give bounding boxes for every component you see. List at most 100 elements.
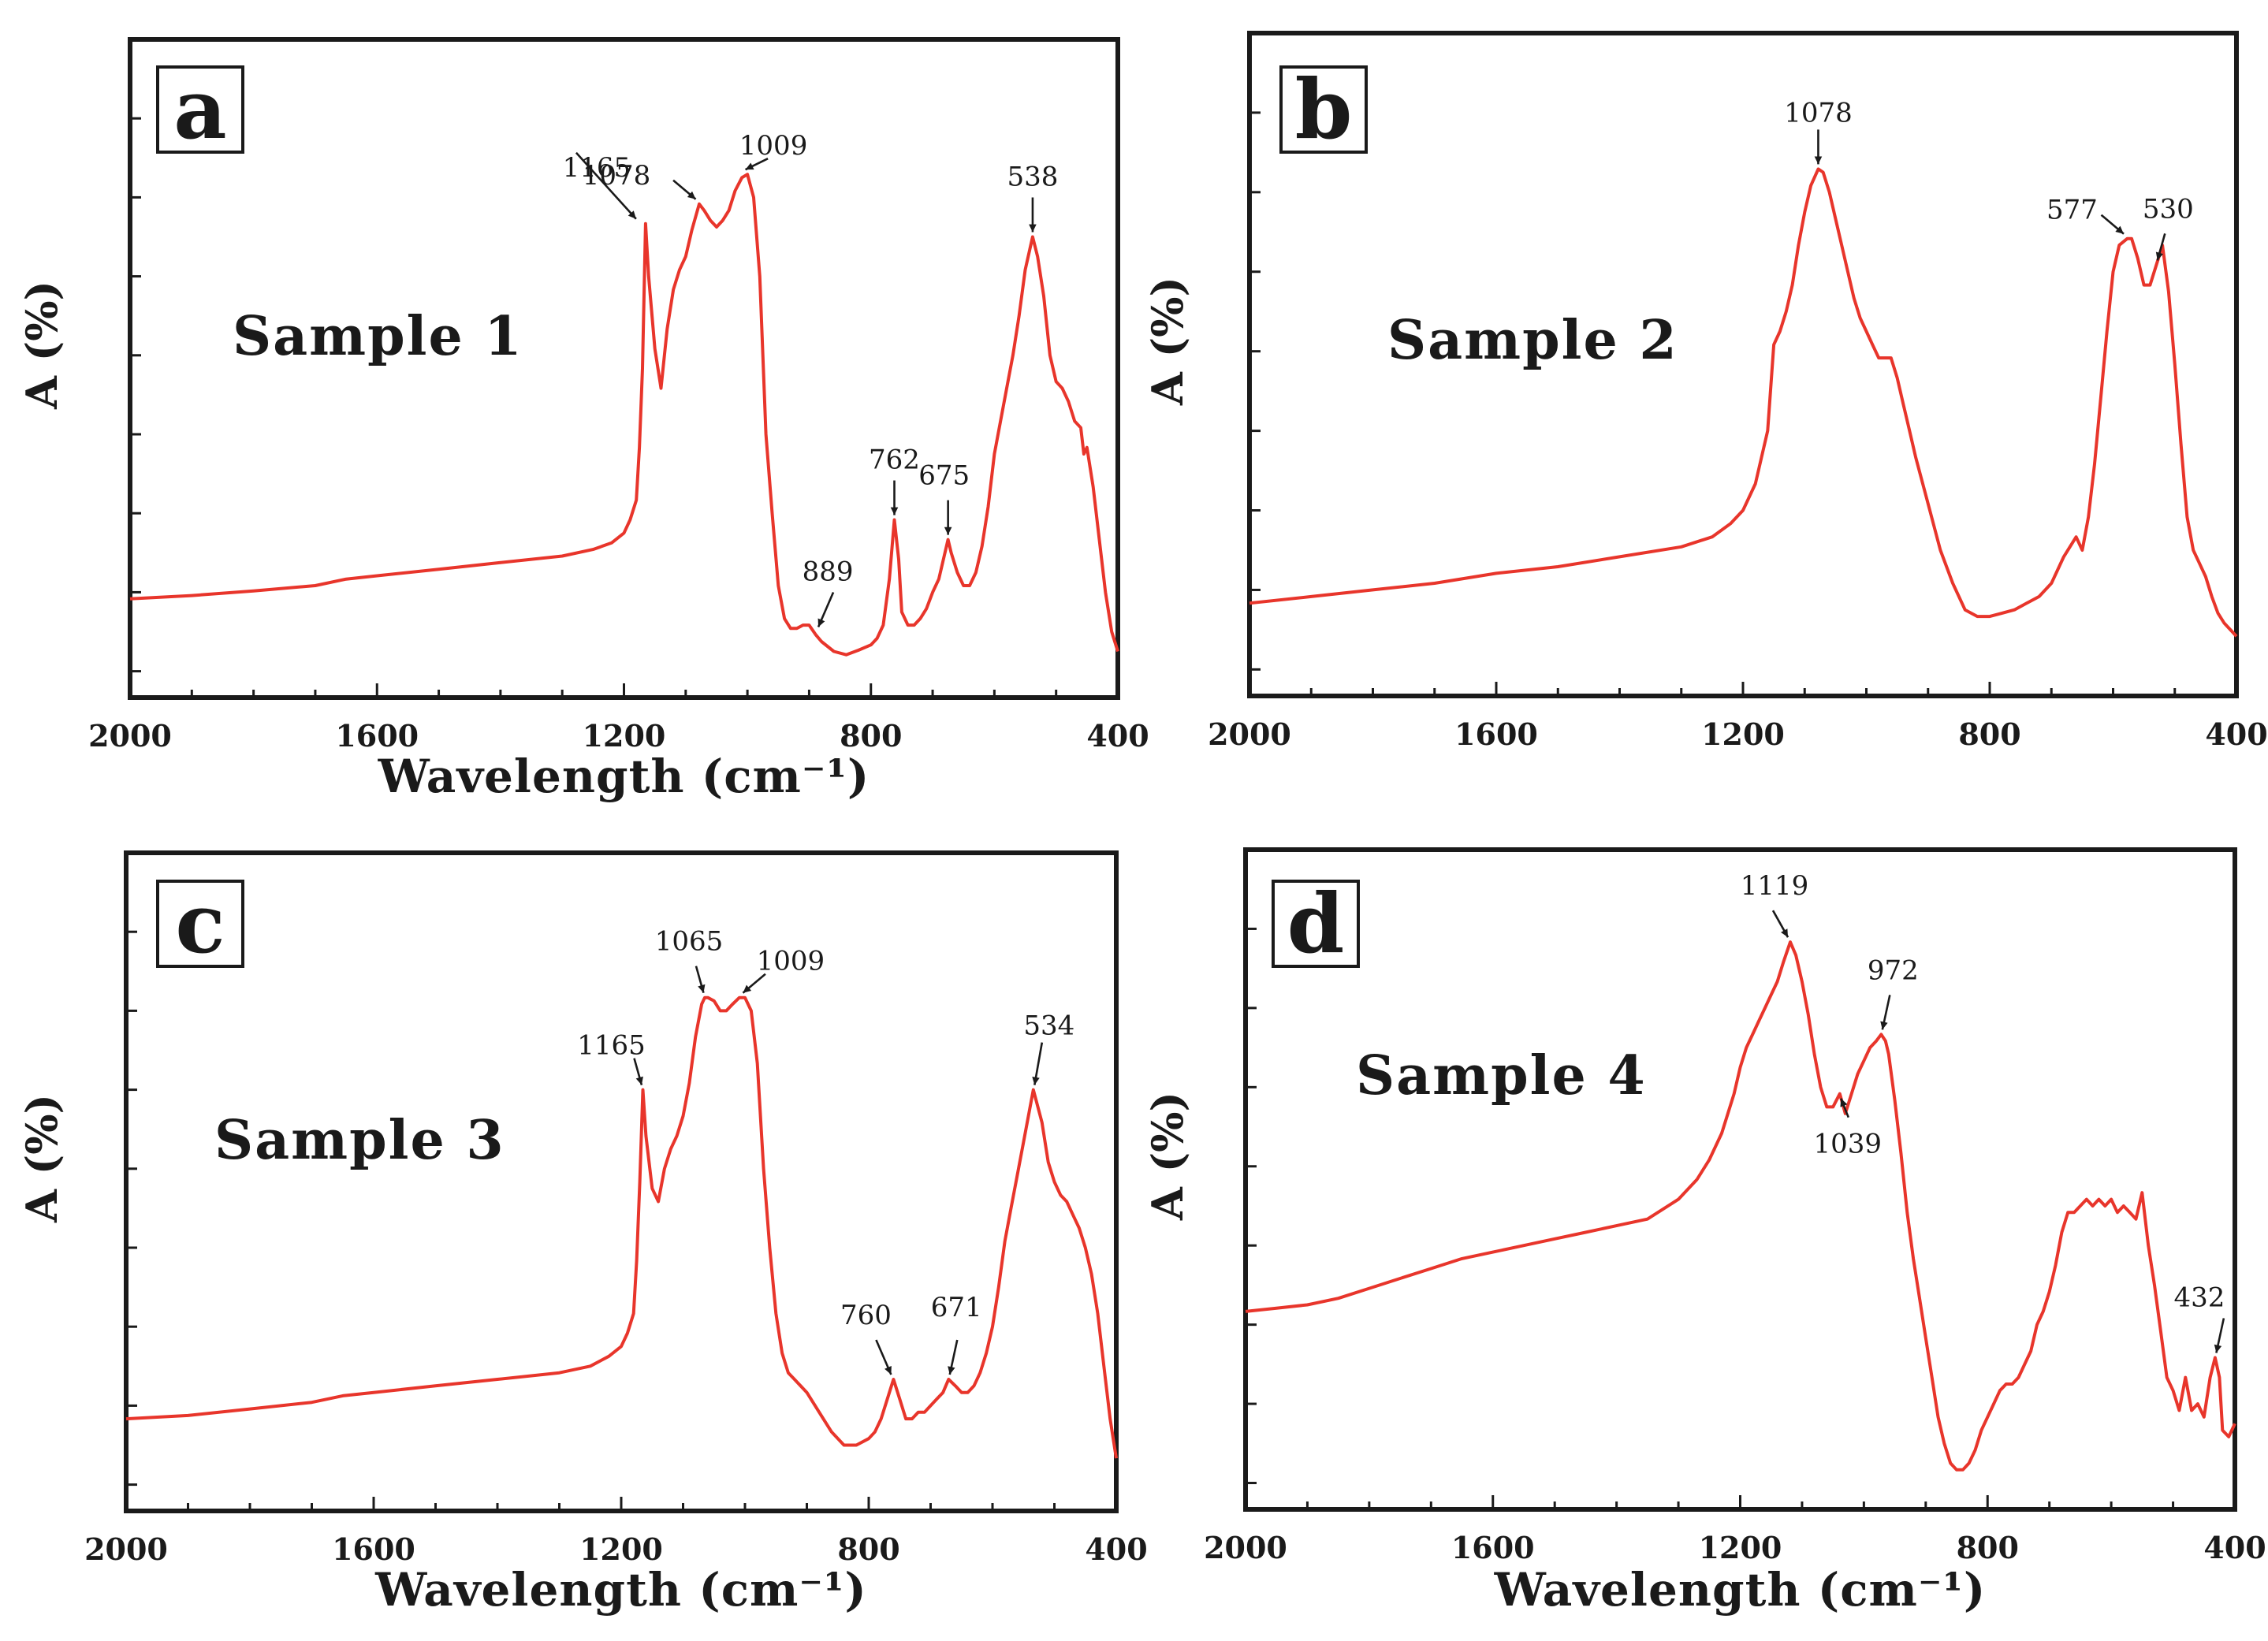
annotation-arrowhead: [1029, 224, 1037, 233]
panel-c: 2000 1600 1200 800 400 c Sample 3 A (%) Waveleng…: [17, 850, 1148, 1617]
spectrum-line-c: [125, 995, 1118, 1459]
peak-annotation: 1165: [563, 151, 637, 220]
annotation-label: 534: [1023, 1010, 1074, 1042]
annotation-arrowhead: [1781, 928, 1789, 938]
x-axis-label: Wavelength (cm⁻¹): [374, 1563, 867, 1617]
annotation-arrowhead: [944, 527, 952, 535]
annotation-arrowhead: [884, 1366, 892, 1375]
annotation-label: 1009: [739, 130, 808, 162]
x-tick-label: 1600: [1454, 716, 1538, 752]
annotation-label: 530: [2143, 193, 2194, 225]
annotation-arrowhead: [698, 984, 706, 993]
x-tick-label: 2000: [88, 718, 172, 754]
peak-annotation: 432: [2173, 1282, 2225, 1353]
x-axis-label: Wavelength (cm⁻¹): [378, 750, 870, 803]
peak-annotation: 889: [803, 556, 854, 628]
panel-letter: d: [1287, 875, 1345, 972]
peak-annotation: 1039: [1814, 1098, 1883, 1160]
annotation-label: 671: [931, 1292, 982, 1323]
panel-b: 2000 1600 1200 800 400 b Sample 2 A (%) 1078 577 5…: [1142, 31, 2268, 752]
peak-annotation: 760: [840, 1300, 892, 1375]
annotation-arrowhead: [743, 984, 752, 993]
peak-annotation: 534: [1023, 1010, 1074, 1085]
x-tick-label: 800: [1957, 1530, 2019, 1565]
annotation-label: 972: [1868, 954, 1919, 986]
x-tick-label: 1200: [583, 718, 666, 754]
x-tick-label: 800: [837, 1531, 899, 1567]
annotation-arrowhead: [1840, 1098, 1848, 1107]
panel-d: 2000 1600 1200 800 400 d Sample 4 A (%) Waveleng…: [1142, 847, 2266, 1617]
annotation-arrowhead: [635, 1076, 643, 1085]
annotation-label: 760: [840, 1300, 892, 1331]
annotation-label: 762: [869, 445, 920, 476]
peak-annotation: 1065: [655, 926, 724, 994]
annotation-label: 1065: [655, 926, 724, 958]
annotation-arrowhead: [745, 162, 754, 170]
peak-annotation: 1009: [742, 946, 825, 994]
annotation-arrowhead: [2155, 251, 2164, 261]
peak-annotation: 1165: [577, 1030, 646, 1085]
y-axis-label: A (%): [1142, 277, 1193, 406]
x-tick-label: 1200: [1699, 1530, 1782, 1565]
x-tick-label: 1200: [579, 1531, 663, 1567]
x-tick-label: 1600: [335, 718, 419, 754]
annotation-arrowhead: [687, 191, 696, 199]
sample-label: Sample 2: [1387, 309, 1678, 372]
annotation-arrowhead: [2214, 1344, 2222, 1353]
x-tick-label: 800: [840, 718, 902, 754]
annotation-arrowhead: [628, 210, 636, 219]
annotation-arrow: [575, 151, 637, 220]
x-tick-label: 400: [2205, 716, 2267, 752]
annotation-arrowhead: [948, 1366, 955, 1375]
annotation-label: 1039: [1814, 1129, 1883, 1160]
y-axis-label: A (%): [17, 1094, 67, 1223]
peak-annotation: 1078: [1784, 97, 1853, 165]
annotation-arrowhead: [2115, 225, 2124, 234]
panel-letter: b: [1295, 61, 1353, 158]
panel-letter-box: [156, 65, 244, 154]
x-tick-label: 400: [1085, 1531, 1147, 1567]
panel-letter-box: [156, 880, 244, 968]
annotation-label: 889: [803, 556, 854, 588]
panel-letter: a: [173, 61, 226, 158]
x-tick-label: 2000: [84, 1531, 168, 1567]
peak-annotation: 538: [1007, 162, 1058, 233]
peak-annotation: 671: [931, 1292, 982, 1375]
annotation-arrowhead: [817, 618, 825, 627]
panel-letter-box: [1272, 880, 1360, 968]
annotation-arrowhead: [1814, 156, 1823, 165]
annotation-label: 1009: [757, 946, 825, 977]
peak-annotation: 972: [1868, 954, 1919, 1030]
annotation-label: 1119: [1741, 870, 1809, 902]
x-axis-label: Wavelength (cm⁻¹): [1494, 1563, 1987, 1617]
annotation-label: 1078: [1784, 97, 1853, 128]
peak-annotation: 762: [869, 445, 920, 515]
x-tick-label: 2000: [1208, 716, 1291, 752]
panel-letter-box: [1279, 65, 1368, 154]
annotation-label: 432: [2173, 1282, 2225, 1313]
x-tick-label: 2000: [1204, 1530, 1287, 1565]
annotation-arrowhead: [1880, 1021, 1888, 1030]
peak-annotation: 530: [2143, 193, 2194, 261]
peak-annotation: 1078: [583, 160, 697, 200]
y-axis-label: A (%): [17, 281, 67, 410]
peak-annotation: 1009: [739, 130, 808, 171]
sample-label: Sample 4: [1356, 1044, 1647, 1107]
annotation-label: 1078: [583, 160, 651, 192]
annotation-arrowhead: [1032, 1077, 1040, 1085]
x-tick-label: 800: [1958, 716, 2020, 752]
peak-annotation: 1119: [1741, 870, 1809, 938]
sample-label: Sample 3: [214, 1109, 505, 1172]
y-axis-label: A (%): [1142, 1092, 1193, 1221]
x-tick-label: 400: [1086, 718, 1149, 754]
peak-annotation: 577: [2046, 195, 2125, 235]
annotation-label: 675: [918, 460, 970, 492]
sample-label: Sample 1: [233, 305, 523, 368]
peak-annotation: 675: [918, 460, 970, 535]
x-tick-label: 1600: [1451, 1530, 1535, 1565]
x-tick-label: 1600: [332, 1531, 415, 1567]
spectrum-line-a: [129, 173, 1119, 657]
annotation-label: 577: [2046, 195, 2098, 226]
